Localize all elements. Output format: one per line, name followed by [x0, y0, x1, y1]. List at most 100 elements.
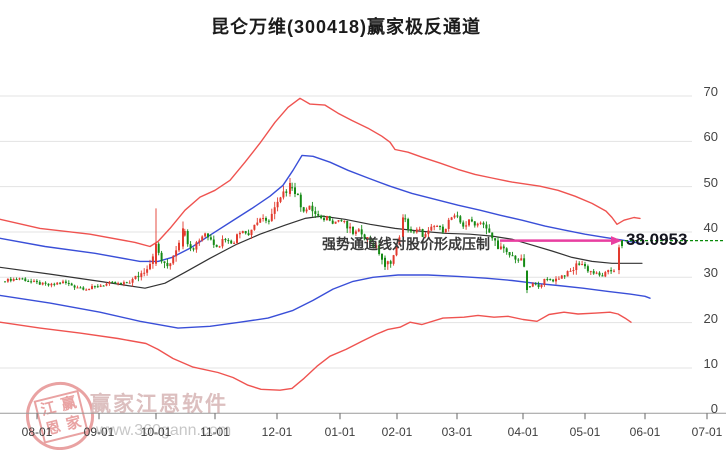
candle-body	[511, 255, 514, 257]
x-axis-label: 06-01	[629, 425, 661, 439]
candle-body	[253, 224, 256, 230]
candle-body	[53, 283, 56, 285]
x-axis-label: 10-01	[140, 425, 172, 439]
candle-body	[395, 244, 398, 256]
candle-body	[114, 282, 117, 284]
candle-body	[526, 270, 528, 291]
candle-body	[175, 250, 178, 257]
candle-body	[305, 209, 308, 212]
candle-body	[82, 287, 85, 290]
candle-body	[291, 187, 294, 189]
candle-body	[302, 207, 305, 212]
candle-body	[259, 218, 262, 223]
candle-body	[146, 269, 149, 273]
candle-body	[256, 222, 259, 225]
candle-body	[21, 278, 24, 280]
candle-body	[618, 247, 620, 271]
candle-body	[70, 283, 73, 286]
candle-body	[592, 271, 595, 274]
candle-body	[499, 246, 502, 249]
candle-body	[157, 243, 160, 253]
candle-body	[183, 231, 186, 236]
candle-body	[546, 278, 549, 280]
candle-body	[482, 222, 485, 225]
candle-body	[485, 224, 488, 229]
candle-body	[122, 282, 125, 285]
candle-body	[166, 262, 169, 267]
candle-body	[392, 255, 395, 264]
candle-body	[178, 242, 180, 251]
candle-body	[247, 233, 250, 236]
candle-body	[369, 237, 372, 244]
candle-body	[296, 193, 299, 195]
candle-body	[182, 228, 184, 247]
y-axis-label: 0	[710, 401, 718, 417]
candle-body	[436, 225, 439, 227]
chart-title: 昆仑万维(300418)赢家极反通道	[210, 17, 482, 37]
candle-body	[172, 256, 175, 264]
candle-body	[613, 270, 615, 272]
candle-body	[50, 283, 53, 286]
candle-body	[27, 281, 30, 283]
candle-body	[134, 275, 137, 279]
candle-body	[267, 220, 270, 222]
candle-body	[299, 194, 302, 208]
candle-body	[410, 229, 412, 232]
candle-body	[207, 233, 209, 238]
candle-body	[505, 248, 508, 253]
candle-body	[108, 281, 111, 284]
candle-body	[33, 280, 35, 282]
candle-body	[386, 261, 389, 265]
candle-body	[131, 278, 134, 283]
candle-body	[459, 216, 462, 223]
y-axis-label: 30	[703, 265, 718, 281]
candle-body	[244, 231, 247, 234]
candle-body	[67, 282, 70, 284]
candle-body	[468, 219, 470, 226]
candle-body	[111, 281, 114, 283]
candle-body	[560, 275, 563, 279]
candle-body	[398, 237, 401, 245]
candle-body	[59, 282, 62, 284]
candle-body	[285, 191, 288, 193]
candle-body	[137, 275, 140, 277]
x-axis-label: 07-01	[691, 425, 723, 439]
candle-body	[282, 191, 285, 198]
candle-body	[604, 272, 607, 277]
candle-body	[601, 275, 604, 277]
candle-body	[421, 229, 424, 237]
candle-body	[224, 239, 227, 241]
candle-body	[289, 183, 291, 194]
candle-body	[407, 219, 410, 230]
candle-body	[528, 286, 531, 288]
candle-body	[349, 226, 352, 229]
candle-body	[325, 216, 328, 221]
candle-body	[47, 283, 50, 286]
candle-body	[99, 285, 102, 287]
watermark-brand-text: 赢家江恩软件	[90, 393, 228, 416]
candle-body	[497, 240, 499, 249]
candle-body	[488, 228, 491, 233]
candle-body	[4, 281, 6, 283]
candle-body	[346, 220, 349, 229]
candle-body	[125, 282, 128, 284]
candle-body	[491, 232, 494, 239]
candle-body	[73, 285, 76, 288]
candle-body	[343, 220, 346, 222]
candle-body	[375, 245, 378, 248]
candle-body	[44, 282, 47, 284]
candle-body	[204, 233, 207, 237]
candle-body	[15, 279, 18, 281]
x-axis-label: 04-01	[507, 425, 539, 439]
candle-body	[354, 231, 357, 234]
candle-body	[163, 261, 166, 263]
candle-body	[465, 225, 468, 227]
candle-body	[357, 229, 360, 232]
channel-line-upper-red	[0, 97, 641, 248]
candle-body	[331, 220, 334, 224]
candle-body	[270, 213, 273, 221]
candle-body	[102, 285, 105, 287]
y-axis-label: 60	[703, 129, 718, 145]
candle-body	[340, 220, 343, 222]
candle-body	[543, 278, 546, 285]
